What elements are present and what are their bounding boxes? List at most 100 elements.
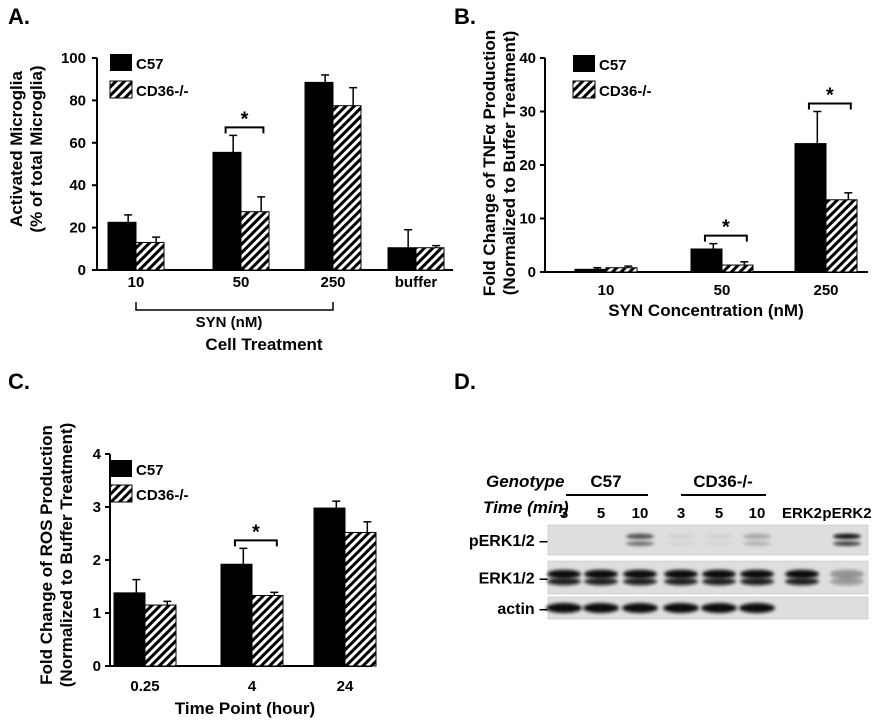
panel-c-chart: C. Fold Change of ROS Production (Normal…	[8, 369, 377, 718]
lane-label: 5	[715, 505, 723, 522]
blot-band	[547, 577, 581, 586]
y-tick-label: 20	[69, 220, 86, 237]
bar-cd36	[135, 241, 165, 271]
blot-band	[785, 577, 819, 586]
blot-band	[626, 533, 654, 540]
legend-label-cd36: CD36-/-	[136, 83, 189, 100]
bar-c57	[220, 563, 253, 667]
panel-a-legend: C57 CD36-/-	[109, 54, 189, 100]
panel-b-letter: B.	[454, 4, 476, 29]
legend-swatch-c57	[110, 54, 132, 71]
genotype-label: Genotype	[486, 472, 564, 491]
blot-band	[667, 533, 695, 540]
panel-b-legend: C57 CD36-/-	[572, 55, 652, 100]
blot-band	[664, 569, 698, 579]
blot-band	[663, 603, 699, 613]
x-tick-label: 24	[337, 678, 354, 695]
y-tick-label: 0	[528, 264, 536, 281]
blot-band	[702, 577, 736, 586]
y-tick-label: 0	[93, 658, 101, 675]
bar-c57	[313, 507, 346, 667]
panel-a-ylabel-2: (% of total Microglia)	[27, 65, 46, 232]
lane-label: 3	[560, 505, 568, 522]
blot-band	[740, 569, 774, 579]
y-tick-label: 1	[93, 605, 101, 622]
lane-label: 5	[597, 505, 605, 522]
blot-band	[785, 569, 819, 579]
x-tick-label: 50	[233, 274, 250, 291]
blot-band	[584, 569, 618, 579]
legend-swatch-c57	[110, 460, 132, 477]
group-label-cd36: CD36-/-	[693, 472, 753, 491]
lane-label: 10	[632, 505, 649, 522]
bar-cd36	[415, 247, 445, 271]
legend-swatch-cd36	[109, 484, 133, 503]
panel-d-western-blot: D. Genotype Time (min) C57 CD36-/- 3 5 10 3…	[454, 369, 872, 620]
legend-swatch-cd36	[109, 80, 133, 99]
legend-label-c57: C57	[136, 462, 164, 479]
panel-c-legend: C57 CD36-/-	[109, 460, 189, 504]
blot-band	[583, 603, 619, 613]
blot-band	[547, 569, 581, 579]
legend-label-c57: C57	[136, 56, 164, 73]
panel-a-letter: A.	[8, 4, 30, 29]
y-tick-label: 2	[93, 552, 101, 569]
blot-row-label: actin –	[497, 601, 548, 618]
bar-c57	[690, 248, 723, 273]
significance-bracket	[807, 102, 852, 110]
significance-bracket	[233, 539, 278, 547]
panel-c-ylabel-1: Fold Change of ROS Production	[37, 425, 56, 685]
blot-band	[664, 577, 698, 586]
blot-band	[833, 533, 861, 540]
blot-band	[667, 541, 695, 546]
blot-band	[623, 577, 657, 586]
bar-c57	[304, 81, 334, 271]
y-tick-label: 3	[93, 499, 101, 516]
blot-band	[622, 603, 658, 613]
bar-c57	[387, 247, 417, 271]
blot-band	[830, 569, 864, 579]
panel-a-ylabel-1: Activated Microglia	[7, 71, 26, 227]
bar-cd36	[344, 531, 377, 667]
bar-cd36	[721, 264, 754, 273]
x-tick-label: 50	[714, 282, 731, 299]
bar-c57	[107, 221, 137, 271]
legend-label-c57: C57	[599, 57, 627, 74]
x-tick-label: 10	[128, 274, 145, 291]
x-tick-label: buffer	[395, 274, 438, 291]
panel-a-group-label: SYN (nM)	[196, 314, 263, 331]
blot-band	[743, 541, 771, 546]
x-tick-label: 0.25	[130, 678, 159, 695]
bar-c57	[113, 592, 146, 667]
y-tick-label: 40	[69, 177, 86, 194]
blot-band	[833, 541, 861, 546]
y-tick-label: 20	[519, 157, 536, 174]
y-tick-label: 60	[69, 135, 86, 152]
y-tick-label: 0	[78, 262, 86, 279]
panel-d-letter: D.	[454, 369, 476, 394]
panel-b-xlabel: SYN Concentration (nM)	[608, 301, 804, 320]
y-tick-label: 40	[519, 50, 536, 67]
bar-cd36	[605, 267, 638, 273]
blot-band	[705, 533, 733, 540]
legend-swatch-cd36	[572, 80, 596, 99]
syn-group-bracket	[135, 302, 334, 311]
blot-band	[739, 603, 775, 613]
significance-bracket	[224, 126, 265, 134]
bar-cd36	[251, 595, 284, 667]
blot-band	[623, 569, 657, 579]
panel-a-xlabel: Cell Treatment	[205, 335, 322, 354]
blot-band	[830, 577, 864, 586]
time-label: Time (min)	[483, 498, 569, 517]
significance-star: *	[241, 108, 249, 130]
y-tick-label: 80	[69, 92, 86, 109]
lane-label: pERK2	[822, 505, 871, 522]
bar-cd36	[332, 105, 362, 271]
bar-cd36	[240, 211, 270, 271]
blot-strip	[547, 524, 869, 556]
y-tick-label: 4	[93, 446, 102, 463]
panel-c-xlabel: Time Point (hour)	[175, 699, 315, 718]
blot-band	[701, 603, 737, 613]
bar-c57	[574, 268, 607, 273]
